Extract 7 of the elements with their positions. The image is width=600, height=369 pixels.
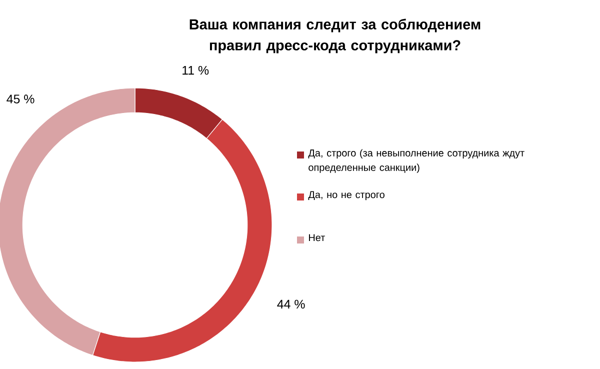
data-label: 44 %	[277, 300, 305, 309]
legend-label: Нет	[309, 234, 325, 242]
legend-label: Да, строго (за невыполнение сотрудника ждут определенные санкции)	[308, 149, 524, 173]
data-label: 45 %	[6, 94, 34, 104]
chart-title: Ваша компания следит за соблюдением правил дресс-кода сотрудниками?	[190, 18, 480, 54]
data-label: 11 %	[182, 66, 209, 75]
legend-label: Да, но не строго	[308, 191, 384, 200]
